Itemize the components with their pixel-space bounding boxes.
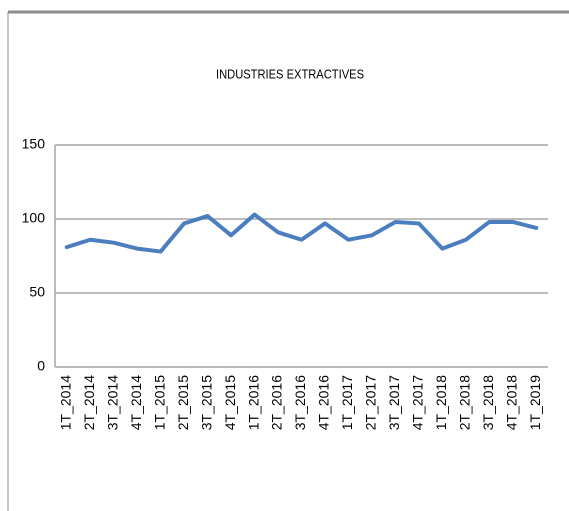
x-tick-label: 3T_2014 xyxy=(104,375,120,430)
x-tick-label: 2T_2018 xyxy=(457,375,473,430)
x-tick-label: 3T_2016 xyxy=(292,375,308,430)
x-tick-label: 1T_2015 xyxy=(151,375,167,430)
x-tick-label: 1T_2014 xyxy=(57,375,73,430)
y-tick-label: 50 xyxy=(29,284,45,300)
x-tick-label: 1T_2016 xyxy=(245,375,261,430)
data-line xyxy=(64,212,539,254)
x-tick-label: 4T_2017 xyxy=(410,375,426,430)
x-tick-label: 3T_2018 xyxy=(480,375,496,430)
x-tick-label: 4T_2018 xyxy=(503,375,519,430)
x-tick-label: 2T_2017 xyxy=(363,375,379,430)
x-tick-label: 1T_2019 xyxy=(527,375,543,430)
y-tick-label: 0 xyxy=(37,358,45,374)
x-tick-label: 4T_2015 xyxy=(222,375,238,430)
x-tick-label: 1T_2017 xyxy=(339,375,355,430)
x-tick-label: 4T_2016 xyxy=(316,375,332,430)
x-tick-label: 2T_2015 xyxy=(175,375,191,430)
x-tick-label: 2T_2016 xyxy=(269,375,285,430)
y-tick-label: 100 xyxy=(22,210,46,226)
x-tick-label: 3T_2015 xyxy=(198,375,214,430)
y-tick-label: 150 xyxy=(22,136,46,152)
x-tick-label: 2T_2014 xyxy=(81,375,97,430)
x-tick-label: 3T_2017 xyxy=(386,375,402,430)
x-tick-label: 4T_2014 xyxy=(128,375,144,430)
chart-title: INDUSTRIES EXTRACTIVES xyxy=(216,66,364,81)
x-tick-label: 1T_2018 xyxy=(433,375,449,430)
